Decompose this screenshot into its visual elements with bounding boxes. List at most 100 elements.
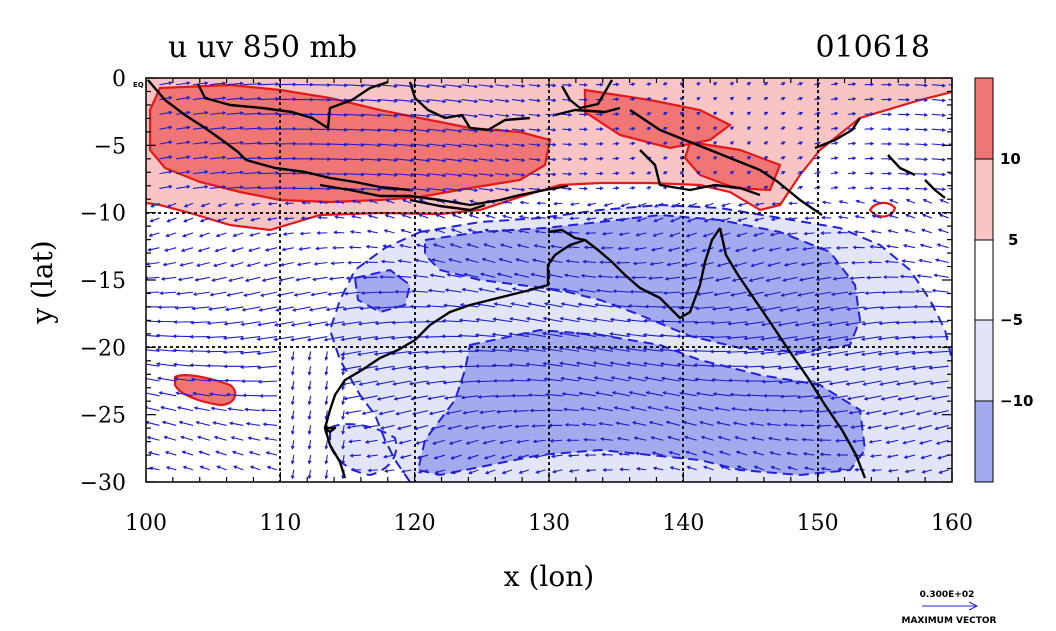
wind-vector: [479, 288, 496, 293]
wind-vector: [768, 437, 781, 441]
wind-vector: [812, 321, 832, 326]
wind-vector: [845, 365, 865, 371]
wind-vector-head: [525, 316, 530, 321]
colorbar-swatch-strong-westerly: [974, 77, 994, 160]
wind-vector-head: [834, 141, 839, 146]
wind-vector: [229, 276, 244, 282]
wind-vector-head: [550, 454, 556, 459]
wind-vector-head: [885, 440, 890, 445]
wind-vector-head: [743, 365, 748, 369]
wind-vector-head: [700, 435, 705, 440]
wind-vector-head: [615, 186, 620, 191]
wind-vector: [279, 276, 294, 282]
wind-vector-head: [521, 84, 526, 88]
plot-area: [146, 78, 963, 482]
wind-vector-head: [877, 352, 882, 356]
wind-vector-head: [450, 455, 455, 460]
wind-vector: [260, 127, 279, 130]
wind-vector-head: [626, 361, 631, 366]
wind-vector-head: [536, 128, 541, 133]
wind-vector-head: [166, 218, 171, 223]
wind-vector-head: [678, 305, 683, 310]
wind-vector: [631, 406, 647, 412]
wind-vector-head: [744, 379, 749, 383]
wind-vector: [461, 99, 478, 103]
wind-vector-head: [250, 202, 255, 207]
wind-vector: [233, 465, 244, 471]
wind-vector-head: [730, 96, 735, 101]
wind-vector-head: [886, 244, 891, 249]
wind-vector: [626, 347, 647, 352]
wind-vector-head: [583, 142, 588, 147]
wind-vector: [359, 380, 378, 386]
wind-vector-head: [776, 351, 781, 356]
wind-vector-head: [173, 376, 178, 381]
wind-vector: [803, 453, 815, 456]
wind-vector: [231, 436, 244, 441]
wind-vector: [577, 377, 597, 382]
wind-vector-head: [192, 292, 197, 297]
wind-vector: [653, 232, 664, 237]
wind-vector: [159, 96, 172, 101]
wind-vector: [451, 454, 462, 460]
colorbar-swatch-neutral: [974, 239, 994, 321]
wind-vector-head: [239, 336, 244, 341]
wind-vector-head: [712, 392, 717, 396]
wind-vector-head: [216, 465, 221, 470]
wind-vector-head: [599, 82, 604, 87]
wind-vector-head: [257, 111, 262, 116]
wind-vector-head: [635, 232, 640, 237]
wind-vector-head: [182, 465, 187, 470]
wind-vector-head: [501, 470, 506, 475]
wind-vector: [817, 424, 832, 427]
wind-vector-head: [736, 465, 741, 470]
wind-vector: [767, 261, 781, 267]
wind-vector: [161, 406, 177, 412]
wind-vector-head: [913, 304, 918, 309]
wind-vector: [394, 84, 414, 88]
wind-vector-head: [514, 424, 519, 429]
wind-vector: [525, 348, 546, 352]
wind-vector-head: [647, 111, 652, 116]
wind-vector: [367, 454, 378, 458]
wind-vector-head: [364, 440, 369, 444]
x-tick-label: 150: [797, 511, 839, 536]
wind-vector: [562, 84, 572, 86]
wind-vector-head: [609, 317, 614, 322]
wind-vector-head: [630, 405, 635, 410]
x-tick-label: 120: [394, 511, 436, 536]
wind-vector: [682, 276, 697, 281]
wind-vector-head: [343, 396, 348, 401]
wind-vector: [402, 214, 412, 219]
wind-vector: [852, 439, 865, 443]
wind-vector-head: [685, 450, 690, 455]
wind-vector-head: [341, 445, 346, 450]
wind-vector-head: [460, 395, 465, 400]
wind-vector: [721, 202, 731, 207]
wind-vector: [511, 302, 529, 308]
wind-vector-head: [848, 410, 853, 415]
wind-vector-head: [960, 99, 963, 102]
wind-vector-head: [600, 246, 605, 250]
wind-vector-head: [395, 411, 400, 416]
wind-vector: [939, 469, 949, 474]
wind-vector-head: [324, 401, 329, 406]
wind-vector-head: [374, 367, 379, 371]
wind-vector-head: [425, 381, 430, 386]
wind-vector-head: [683, 262, 688, 267]
wind-vector: [351, 215, 362, 219]
wind-vector: [475, 334, 496, 338]
wind-vector: [628, 376, 647, 382]
wind-vector-head: [147, 247, 152, 252]
wind-vector-head: [734, 248, 740, 253]
wind-vector-head: [443, 303, 448, 308]
wind-vector-head: [647, 141, 652, 146]
wind-vector-head: [781, 111, 786, 116]
wind-vector-head: [563, 273, 568, 278]
wind-vector-head: [392, 305, 397, 310]
wind-vector-head: [328, 276, 333, 281]
wind-vector: [428, 187, 446, 192]
wind-vector-head: [663, 126, 668, 131]
wind-vector: [515, 424, 529, 428]
wind-vector: [847, 142, 856, 145]
